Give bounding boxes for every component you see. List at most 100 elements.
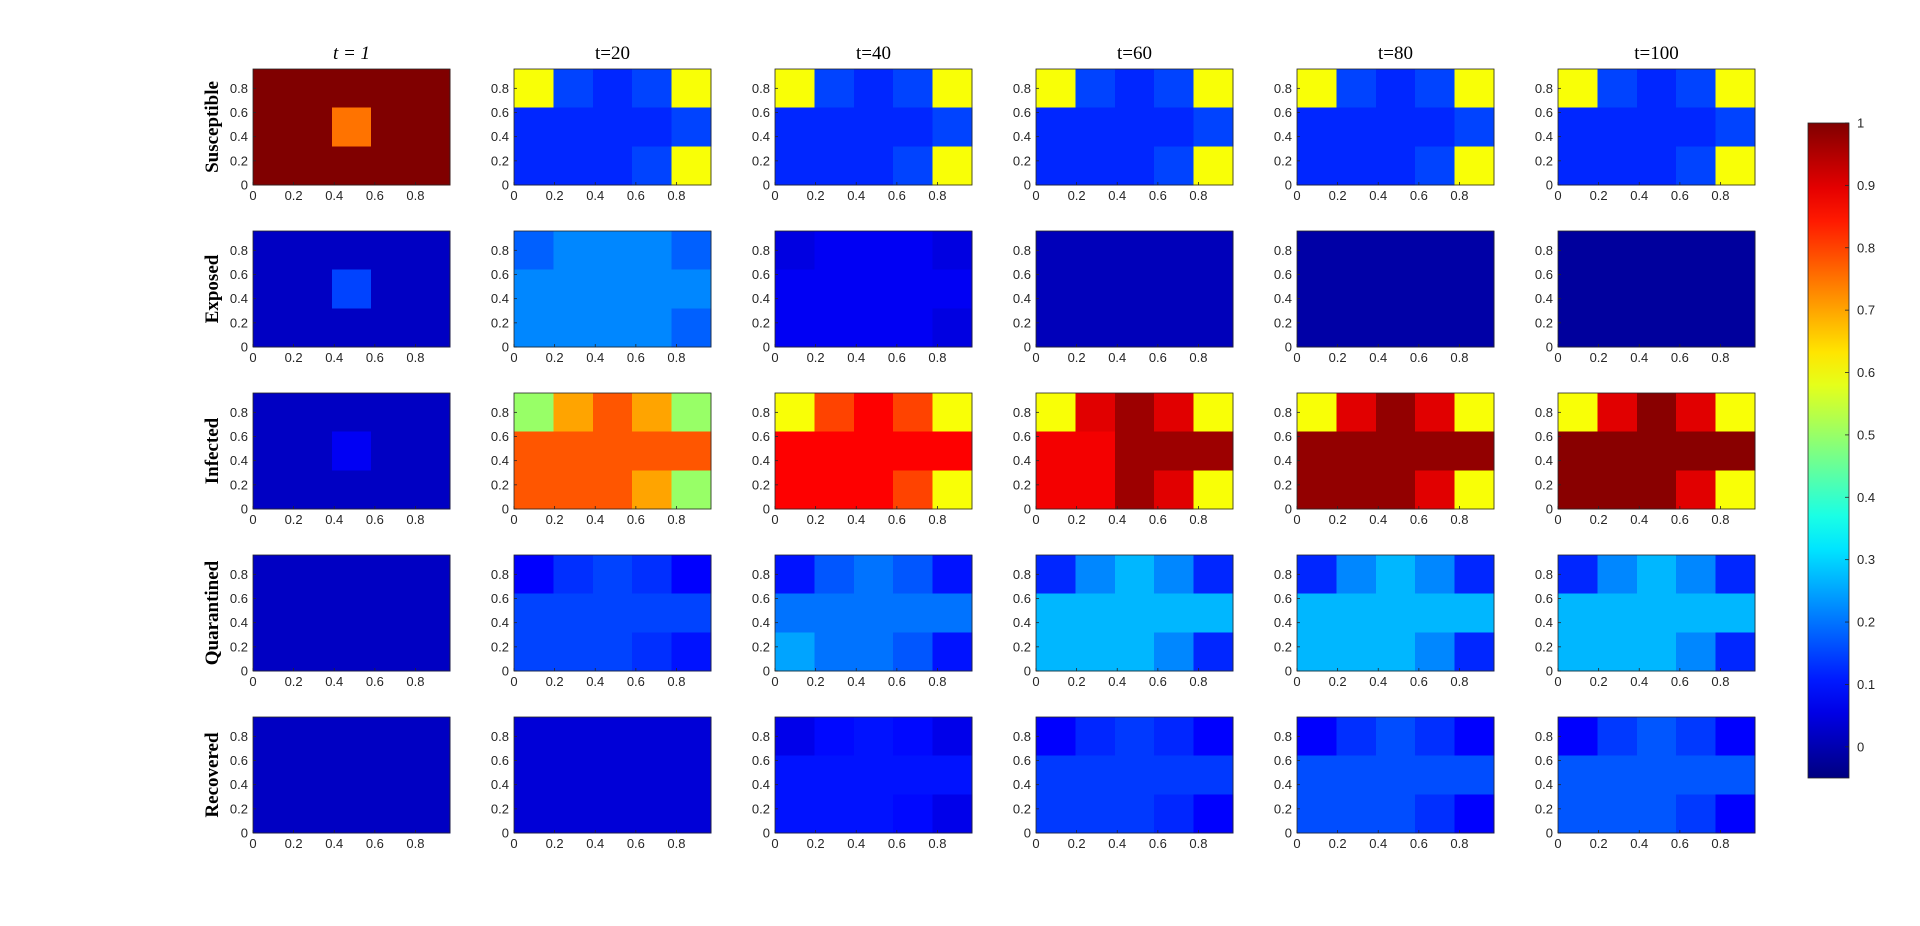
axes-box — [252, 716, 451, 834]
heat-cell — [1154, 555, 1195, 595]
y-tick-label: 0.8 — [491, 405, 509, 420]
y-tick-label: 0.6 — [1535, 429, 1553, 444]
y-tick-label: 0 — [1285, 502, 1292, 517]
heat-cell — [632, 393, 673, 433]
row-label: Quarantined — [202, 560, 223, 665]
heat-cell — [1597, 69, 1638, 109]
heat-cell — [671, 794, 712, 834]
panel: 0 0.2 0.4 0.6 0.8 0 0.2 0.4 0.6 0.8 — [752, 230, 973, 365]
x-tick-label: 0.4 — [1108, 674, 1126, 689]
heat-cell — [1193, 794, 1234, 834]
y-tick-label: 0.4 — [491, 291, 509, 306]
x-tick-label: 0.6 — [627, 188, 645, 203]
heat-cell — [1375, 393, 1416, 433]
x-tick-label: 0.2 — [546, 836, 564, 851]
y-tick-label: 0 — [1024, 664, 1031, 679]
heat-cell — [1193, 146, 1234, 186]
heat-cell — [1676, 555, 1717, 595]
x-tick-label: 0.2 — [1590, 836, 1608, 851]
axes-box — [1296, 554, 1495, 672]
heat-cell — [1454, 146, 1495, 186]
heat-cell — [1558, 593, 1598, 633]
heat-cell — [331, 308, 372, 348]
y-tick-label: 0.8 — [230, 567, 248, 582]
x-tick-label: 0.2 — [285, 350, 303, 365]
heat-cell — [514, 470, 554, 510]
heat-cell — [632, 717, 673, 757]
x-tick-label: 0.2 — [546, 350, 564, 365]
x-tick-label: 0.6 — [888, 188, 906, 203]
axes-box — [252, 392, 451, 510]
x-tick-label: 0.2 — [1068, 512, 1086, 527]
heat-cell — [1193, 755, 1234, 795]
y-tick-label: 0.6 — [752, 105, 770, 120]
heat-cell — [253, 470, 293, 510]
heat-cell — [893, 470, 934, 510]
axes-box — [774, 716, 973, 834]
heat-cell — [514, 69, 554, 109]
heat-cell — [1715, 393, 1756, 433]
heat-cell — [853, 308, 894, 348]
y-tick-label: 0 — [1546, 664, 1553, 679]
y-tick-label: 0.4 — [230, 129, 248, 144]
heat-cell — [1114, 794, 1155, 834]
heat-cell — [553, 308, 594, 348]
heat-cell — [775, 269, 815, 309]
heat-cell — [1597, 269, 1638, 309]
y-tick-label: 0.8 — [1535, 567, 1553, 582]
y-tick-label: 0.6 — [1013, 591, 1031, 606]
x-tick-label: 0.6 — [1149, 836, 1167, 851]
heat-cell — [1336, 632, 1377, 672]
heat-cell — [292, 431, 333, 471]
heat-cell — [1558, 431, 1598, 471]
heat-cell — [814, 269, 855, 309]
axes-box — [1296, 392, 1495, 510]
heat-cell — [814, 231, 855, 271]
heat-cell — [1114, 107, 1155, 147]
heat-cell — [292, 555, 333, 595]
heat-cell — [1114, 269, 1155, 309]
heat-cell — [1676, 593, 1717, 633]
y-tick-label: 0.6 — [230, 429, 248, 444]
y-tick-label: 0.8 — [752, 567, 770, 582]
x-tick-label: 0.6 — [1410, 512, 1428, 527]
heat-cell — [253, 717, 293, 757]
heat-cell — [932, 146, 973, 186]
y-tick-label: 0 — [1285, 826, 1292, 841]
heat-cell — [632, 632, 673, 672]
x-tick-label: 0.8 — [667, 674, 685, 689]
axes-box — [1557, 230, 1756, 348]
heat-cell — [632, 269, 673, 309]
heat-cell — [331, 107, 372, 147]
heat-cell — [814, 470, 855, 510]
y-tick-label: 0.8 — [752, 81, 770, 96]
heat-cell — [1075, 393, 1116, 433]
panel: 0 0.2 0.4 0.6 0.8 0 0.2 0.4 0.6 0.8 — [1013, 230, 1234, 365]
heat-cell — [1193, 269, 1234, 309]
heat-cell — [814, 794, 855, 834]
heat-cell — [1375, 755, 1416, 795]
y-tick-label: 0.4 — [1274, 453, 1292, 468]
heat-cell — [1676, 632, 1717, 672]
heat-cell — [292, 755, 333, 795]
heat-cell — [671, 632, 712, 672]
x-tick-label: 0.4 — [1369, 674, 1387, 689]
heat-cell — [371, 146, 412, 186]
y-tick-label: 0.8 — [1535, 729, 1553, 744]
x-tick-label: 0.4 — [1369, 512, 1387, 527]
x-tick-label: 0 — [510, 674, 517, 689]
heat-cell — [410, 393, 451, 433]
panel: 0 0.2 0.4 0.6 0.8 0 0.2 0.4 0.6 0.8 — [1535, 230, 1756, 365]
x-tick-label: 0 — [771, 512, 778, 527]
y-tick-label: 0.2 — [1274, 639, 1292, 654]
heat-cell — [1415, 231, 1456, 271]
heat-cell — [893, 794, 934, 834]
heat-cell — [410, 794, 451, 834]
y-tick-label: 0.4 — [752, 129, 770, 144]
y-tick-label: 0.8 — [1013, 405, 1031, 420]
heat-cell — [371, 231, 412, 271]
y-tick-label: 0.2 — [1013, 477, 1031, 492]
y-tick-label: 0 — [763, 178, 770, 193]
heat-cell — [932, 231, 973, 271]
